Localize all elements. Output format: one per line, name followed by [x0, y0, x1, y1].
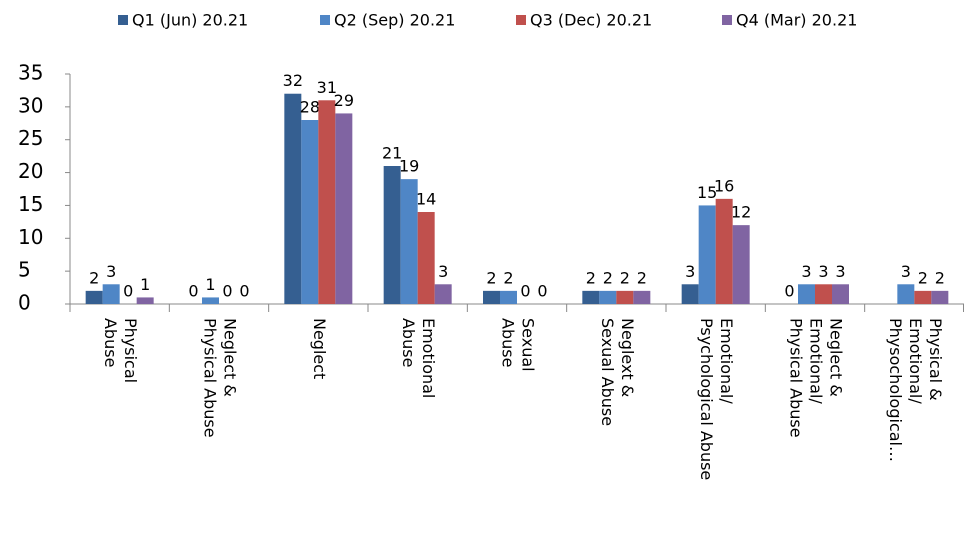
bar: [202, 297, 219, 304]
y-tick-label: 5: [18, 258, 31, 282]
x-tick-label: Sexual Abuse: [598, 318, 617, 426]
data-label: 2: [586, 268, 596, 287]
bar: [599, 290, 617, 304]
bar: [102, 284, 120, 304]
x-tick-label: Sexual: [519, 318, 538, 372]
x-tick-label: Neglext &: [618, 318, 637, 397]
data-label: 2: [486, 268, 496, 287]
x-tick-label: Psychological Abuse: [697, 318, 716, 480]
data-label: 1: [205, 275, 215, 294]
data-label: 3: [901, 262, 911, 281]
bar: [616, 290, 634, 304]
bar: [335, 113, 353, 304]
x-tick-label: Physochological…: [886, 318, 905, 462]
data-label: 3: [106, 262, 116, 281]
bar: [301, 120, 319, 304]
bar: [832, 284, 849, 304]
data-label: 0: [537, 282, 547, 301]
data-label: 31: [317, 78, 337, 97]
x-tick-label: Emotional/: [807, 318, 826, 404]
data-label: 21: [382, 144, 402, 163]
y-tick-label: 25: [18, 126, 43, 150]
data-label: 3: [438, 262, 448, 281]
data-label: 28: [300, 98, 320, 117]
bar: [698, 205, 716, 304]
data-label: 19: [399, 157, 419, 176]
bar: [500, 290, 517, 304]
bar: [434, 284, 452, 304]
legend-label: Q4 (Mar) 20.21: [736, 11, 857, 30]
bar: [897, 284, 915, 304]
bar: [85, 290, 103, 304]
y-tick-label: 30: [18, 93, 43, 117]
bar: [681, 284, 699, 304]
legend-swatch: [516, 15, 526, 25]
data-label: 2: [603, 268, 613, 287]
bar: [931, 290, 949, 304]
bar: [715, 198, 733, 304]
bar: [400, 179, 418, 304]
data-label: 0: [239, 282, 249, 301]
y-tick-label: 15: [18, 192, 43, 216]
data-label: 3: [685, 262, 695, 281]
bar: [914, 290, 932, 304]
x-tick-label: Abuse: [499, 318, 518, 367]
bar: [633, 290, 651, 304]
data-label: 12: [731, 203, 751, 222]
x-tick-label: Abuse: [101, 318, 120, 367]
y-tick-label: 0: [18, 291, 31, 315]
data-label: 3: [835, 262, 845, 281]
legend-label: Q2 (Sep) 20.21: [334, 11, 455, 30]
data-label: 2: [89, 268, 99, 287]
data-label: 14: [416, 190, 436, 209]
legend-swatch: [722, 15, 732, 25]
x-tick-label: Neglect &: [221, 318, 240, 397]
data-label: 2: [935, 268, 945, 287]
data-label: 1: [140, 275, 150, 294]
x-tick-label: Neglect &: [827, 318, 846, 397]
x-tick-label: Emotional: [419, 318, 438, 398]
x-tick-label: Abuse: [399, 318, 418, 367]
data-label: 32: [283, 71, 303, 90]
x-tick-label: Physical: [121, 318, 140, 383]
bar: [582, 290, 600, 304]
x-tick-label: Emotional/: [906, 318, 925, 404]
data-label: 2: [918, 268, 928, 287]
x-tick-label: Physical Abuse: [787, 318, 806, 438]
x-tick-label: Physical &: [926, 318, 945, 401]
data-label: 16: [714, 176, 734, 195]
bar: [798, 284, 815, 304]
legend-label: Q1 (Jun) 20.21: [132, 11, 248, 30]
bar: [318, 100, 336, 305]
legend-swatch: [118, 15, 128, 25]
bar: [284, 93, 302, 304]
x-tick-label: Emotional/: [717, 318, 736, 404]
legend-label: Q3 (Dec) 20.21: [530, 11, 652, 30]
bar: [383, 166, 401, 304]
y-tick-label: 35: [18, 61, 43, 85]
bar: [417, 212, 435, 304]
data-label: 3: [818, 262, 828, 281]
bar: [136, 297, 154, 304]
data-label: 0: [123, 282, 133, 301]
bar: [483, 290, 500, 304]
y-tick-label: 20: [18, 159, 43, 183]
bar: [732, 225, 750, 304]
data-label: 0: [520, 282, 530, 301]
x-tick-label: Physical Abuse: [201, 318, 220, 438]
data-label: 3: [801, 262, 811, 281]
data-label: 0: [222, 282, 232, 301]
data-label: 0: [188, 282, 198, 301]
y-tick-label: 10: [18, 225, 43, 249]
legend-swatch: [320, 15, 330, 25]
bar: [815, 284, 832, 304]
data-label: 0: [784, 282, 794, 301]
data-label: 2: [620, 268, 630, 287]
data-label: 2: [503, 268, 513, 287]
data-label: 2: [637, 268, 647, 287]
x-tick-label: Neglect: [310, 318, 329, 379]
data-label: 15: [697, 183, 717, 202]
data-label: 29: [334, 91, 354, 110]
